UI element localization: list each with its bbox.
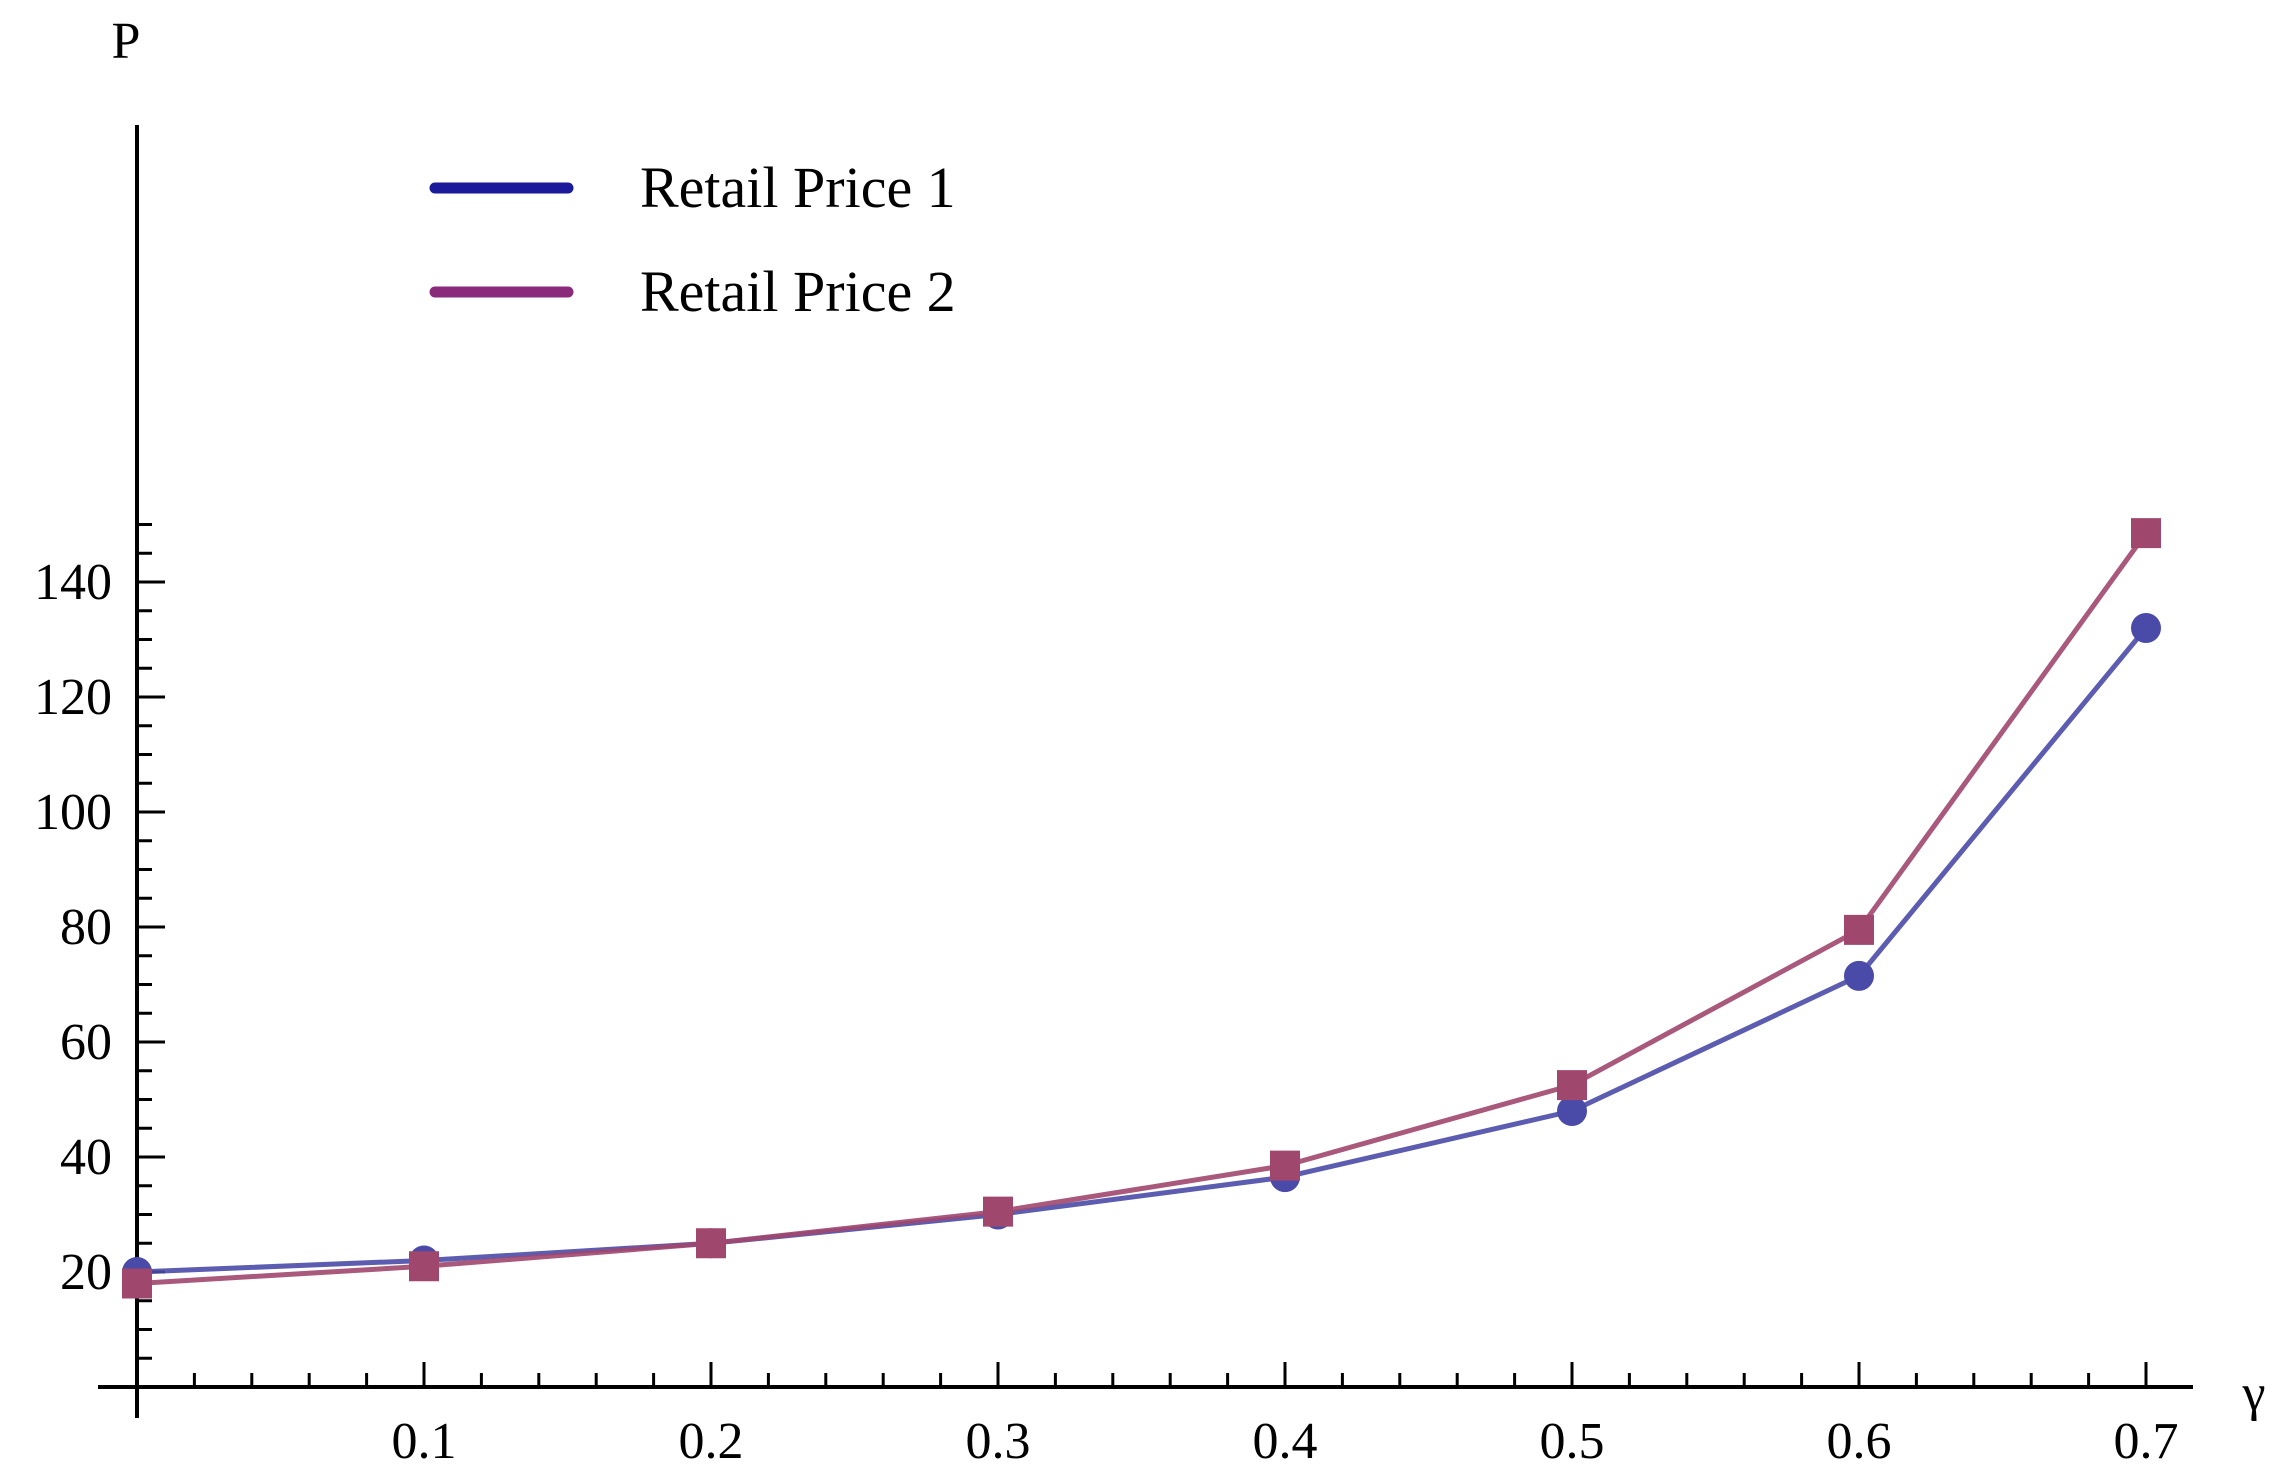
x-axis-label: γ [2242, 1365, 2266, 1422]
x-tick-label: 0.1 [392, 1413, 457, 1470]
y-tick-label: 20 [60, 1244, 112, 1301]
series-2 [122, 518, 2161, 1299]
series-line [136, 531, 2149, 1286]
axes: 0.1 0.2 0.3 0.4 0.5 0.6 0.7 20 40 60 80 100 120 140 Pγ [34, 13, 2265, 1470]
data-point-circle [2131, 613, 2161, 643]
x-tick-label: 0.6 [1827, 1413, 1892, 1470]
y-tick-label: 140 [34, 554, 112, 611]
x-tick-label: 0.4 [1253, 1413, 1318, 1470]
data-point-square [409, 1251, 439, 1282]
series-line [136, 626, 2148, 1275]
y-axis-label: P [112, 13, 141, 70]
data-point-circle [1844, 960, 1874, 991]
data-point-square [2131, 518, 2161, 549]
data-point-circle [1557, 1096, 1587, 1126]
data-point-square [1844, 914, 1874, 945]
data-point-square [696, 1228, 726, 1259]
y-tick-label: 40 [60, 1129, 112, 1186]
legend-label: Retail Price 2 [640, 259, 956, 324]
data-point-square [983, 1196, 1013, 1227]
x-tick-label: 0.7 [2114, 1413, 2179, 1470]
y-tick-label: 80 [60, 899, 112, 956]
series-layer [122, 518, 2161, 1299]
y-tick-label: 100 [34, 784, 112, 841]
x-tick-label: 0.5 [1540, 1413, 1605, 1470]
y-tick-label: 60 [60, 1014, 112, 1071]
x-tick-label: 0.3 [966, 1413, 1031, 1470]
x-tick-label: 0.2 [679, 1413, 744, 1470]
series-1 [122, 613, 2161, 1287]
data-point-square [1270, 1150, 1300, 1181]
data-point-square [122, 1268, 152, 1299]
data-point-square [1557, 1070, 1587, 1101]
legend: Retail Price 1 Retail Price 2 [429, 155, 956, 324]
y-tick-label: 120 [34, 669, 112, 726]
legend-label: Retail Price 1 [640, 155, 956, 220]
